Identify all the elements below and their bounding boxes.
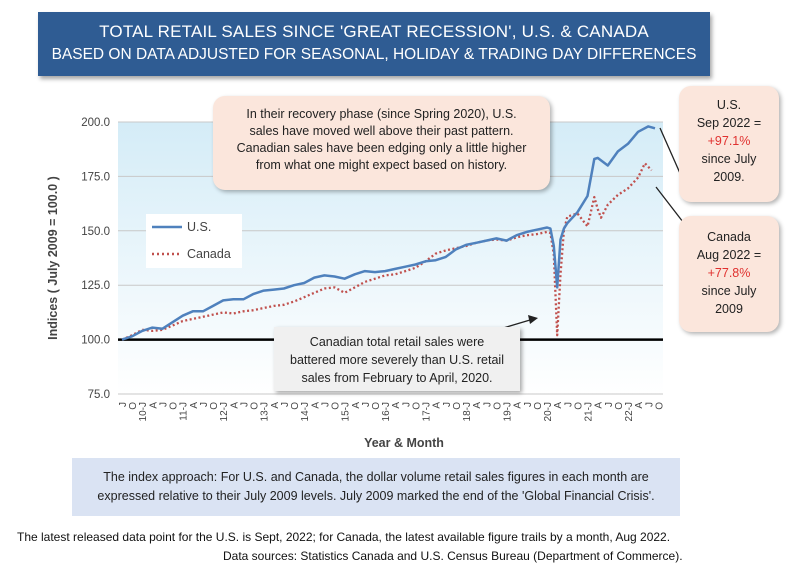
dip-caption: Canadian total retail sales were battere…: [274, 327, 520, 391]
y-tick-label: 100.0: [81, 335, 110, 347]
x-tick-label: J: [320, 402, 331, 407]
x-tick-label: J: [361, 402, 372, 407]
x-tick-label: 20-J: [543, 402, 554, 421]
x-tick-label: J: [401, 402, 412, 407]
x-tick-label: J: [563, 402, 574, 407]
x-tick-label: A: [351, 402, 362, 409]
canada-callout-country: Canada: [707, 230, 751, 244]
x-tick-label: A: [472, 402, 483, 409]
x-tick-label: O: [654, 402, 665, 410]
x-tick-label: O: [169, 402, 180, 410]
canada-callout-change: +77.8%: [707, 266, 751, 280]
x-tick-label: O: [209, 402, 220, 410]
footer-latest-data: The latest released data point for the U…: [17, 530, 671, 544]
y-axis-label: Indices ( July 2009 = 100.0 ): [46, 176, 60, 340]
x-tick-label: A: [553, 402, 564, 409]
x-tick-label: A: [432, 402, 443, 409]
us-callout-since: since July: [701, 152, 757, 166]
x-tick-label: A: [148, 402, 159, 409]
dip-caption-line: Canadian total retail sales were: [309, 335, 485, 349]
x-tick-label: O: [250, 402, 261, 410]
x-tick-label: J: [482, 402, 493, 407]
method-note-line: expressed relative to their July 2009 le…: [97, 489, 655, 503]
x-tick-label: O: [573, 402, 584, 410]
x-axis-label: Year & Month: [364, 436, 444, 450]
x-tick-label: O: [614, 402, 625, 410]
canada-callout-arrow: [655, 186, 684, 223]
x-tick-label: 22-J: [624, 402, 635, 421]
recovery-callout-line: sales have moved well above their past p…: [249, 124, 514, 138]
x-tick-label: O: [331, 402, 342, 410]
x-tick-label: J: [523, 402, 534, 407]
canada-callout: Canada Aug 2022 = +77.8% since July 2009: [679, 216, 779, 332]
us-callout-change: +97.1%: [707, 134, 751, 148]
x-tick-label: 10-J: [138, 402, 149, 421]
x-tick-label: O: [290, 402, 301, 410]
method-note: The index approach: For U.S. and Canada,…: [72, 458, 680, 516]
x-tick-label: J: [158, 402, 169, 407]
legend: U.S. Canada: [146, 214, 242, 268]
us-series-line: [121, 125, 656, 341]
x-tick-label: J: [644, 402, 655, 407]
footer-sources: Data sources: Statistics Canada and U.S.…: [223, 549, 683, 563]
x-tick-label: 16-J: [381, 402, 392, 421]
recovery-callout: In their recovery phase (since Spring 20…: [213, 96, 550, 190]
canada-callout-date: Aug 2022 =: [696, 248, 762, 262]
y-tick-label: 150.0: [81, 226, 110, 238]
chart-subtitle: BASED ON DATA ADJUSTED FOR SEASONAL, HOL…: [51, 46, 697, 63]
x-tick-label: J: [118, 402, 129, 407]
x-tick-label: 12-J: [219, 402, 230, 421]
us-callout-date: Sep 2022 =: [696, 116, 762, 130]
canada-callout-year: 2009: [715, 302, 743, 316]
us-callout-year: 2009.: [713, 170, 745, 184]
x-tick-label: 15-J: [341, 402, 352, 421]
x-tick-label: 11-J: [179, 402, 190, 421]
dip-arrowhead: [528, 315, 538, 324]
canada-series-line: [121, 162, 653, 341]
y-tick-label: 175.0: [81, 171, 110, 183]
us-callout: U.S. Sep 2022 = +97.1% since July 2009.: [679, 86, 779, 202]
x-tick-label: 21-J: [584, 402, 595, 421]
y-tick-label: 200.0: [81, 117, 110, 129]
x-tick-label: O: [128, 402, 139, 410]
x-tick-label: J: [239, 402, 250, 407]
recovery-callout-line: Canadian sales have been edging only a l…: [236, 141, 527, 155]
x-tick-label: 18-J: [462, 402, 473, 421]
dip-caption-line: sales from February to April, 2020.: [301, 371, 493, 385]
method-note-line: The index approach: For U.S. and Canada,…: [103, 470, 649, 484]
chart-title: TOTAL RETAIL SALES SINCE 'GREAT RECESSIO…: [99, 22, 649, 41]
x-tick-label: A: [391, 402, 402, 409]
x-tick-label: A: [634, 402, 645, 409]
x-tick-label: O: [492, 402, 503, 410]
x-tick-label: J: [442, 402, 453, 407]
legend-canada-label: Canada: [187, 247, 231, 261]
x-tick-label: 13-J: [260, 402, 271, 421]
y-tick-label: 75.0: [88, 389, 110, 401]
x-tick-label: A: [513, 402, 524, 409]
x-tick-label: J: [199, 402, 210, 407]
x-tick-label: O: [411, 402, 422, 410]
x-tick-label: A: [189, 402, 200, 409]
x-tick-label: A: [594, 402, 605, 409]
y-tick-label: 125.0: [81, 280, 110, 292]
x-tick-label: O: [533, 402, 544, 410]
legend-us-label: U.S.: [187, 220, 211, 234]
canada-callout-since: since July: [701, 284, 757, 298]
us-callout-country: U.S.: [716, 98, 742, 112]
x-tick-label: 19-J: [503, 402, 514, 421]
title-banner: TOTAL RETAIL SALES SINCE 'GREAT RECESSIO…: [38, 12, 710, 76]
recovery-callout-line: In their recovery phase (since Spring 20…: [246, 107, 517, 121]
x-tick-label: A: [229, 402, 240, 409]
x-tick-label: 14-J: [300, 402, 311, 421]
x-tick-label: O: [371, 402, 382, 410]
x-tick-label: J: [280, 402, 291, 407]
x-tick-label: A: [270, 402, 281, 409]
x-tick-label: J: [604, 402, 615, 407]
x-tick-label: O: [452, 402, 463, 410]
recovery-callout-line: from what one might expect based on hist…: [255, 158, 508, 172]
x-tick-label: 17-J: [422, 402, 433, 421]
dip-caption-line: battered more severely than U.S. retail: [290, 353, 504, 367]
x-tick-label: A: [310, 402, 321, 409]
